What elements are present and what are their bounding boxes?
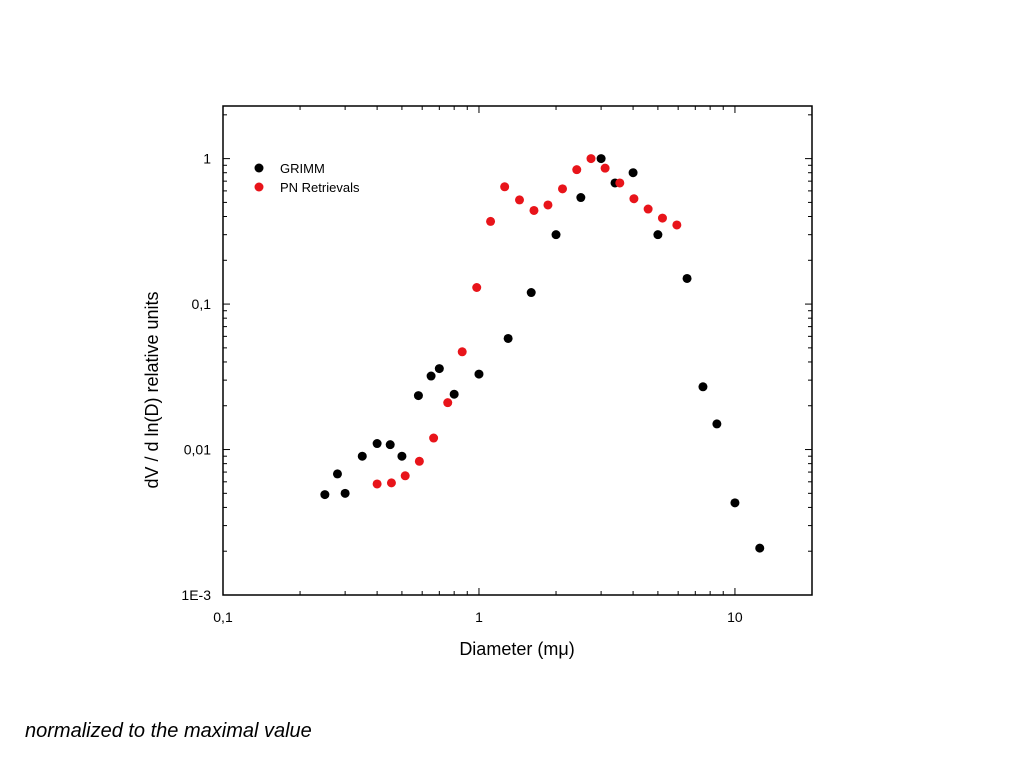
data-point xyxy=(712,419,722,429)
data-point xyxy=(672,220,682,230)
y-tick-label: 0,1 xyxy=(192,296,212,312)
data-point xyxy=(586,154,596,164)
data-point xyxy=(572,165,582,175)
data-point xyxy=(653,230,663,240)
legend-marker xyxy=(254,163,264,173)
y-axis: 1E-3 0,01 0,1 1 xyxy=(181,114,812,603)
data-point xyxy=(385,440,395,450)
data-point xyxy=(643,204,653,214)
data-point xyxy=(515,195,525,205)
y-tick-label: 0,01 xyxy=(184,442,211,458)
data-point xyxy=(449,389,459,399)
series-1 xyxy=(372,154,682,489)
data-point xyxy=(372,439,382,449)
x-tick-label: 10 xyxy=(727,609,743,625)
data-point xyxy=(434,364,444,374)
footnote: normalized to the maximal value xyxy=(25,720,312,742)
legend: GRIMM PN Retrievals xyxy=(254,161,360,195)
data-point xyxy=(457,347,467,357)
legend-marker xyxy=(254,182,264,192)
data-point xyxy=(529,205,539,215)
data-point xyxy=(576,193,586,203)
data-point xyxy=(414,456,424,466)
data-point xyxy=(615,178,625,188)
data-point xyxy=(472,283,482,293)
data-point xyxy=(698,382,708,392)
data-point xyxy=(682,273,692,283)
y-tick-label: 1 xyxy=(203,151,211,167)
data-point xyxy=(730,498,740,508)
data-point xyxy=(357,451,367,461)
data-point xyxy=(500,182,510,192)
data-point xyxy=(474,369,484,379)
data-point xyxy=(551,230,561,240)
data-points xyxy=(320,154,765,553)
data-point xyxy=(386,478,396,488)
data-point xyxy=(486,216,496,226)
plot-frame xyxy=(222,105,813,596)
legend-label: PN Retrievals xyxy=(280,180,360,195)
x-axis-title: Diameter (mμ) xyxy=(459,639,574,659)
data-point xyxy=(503,333,513,343)
data-point xyxy=(657,213,667,223)
x-axis: 0,1 1 10 xyxy=(213,106,813,625)
data-point xyxy=(600,163,610,173)
x-tick-label: 1 xyxy=(475,609,483,625)
data-point xyxy=(332,469,342,479)
data-point xyxy=(596,154,606,164)
data-point xyxy=(526,288,536,298)
data-point xyxy=(413,391,423,401)
data-point xyxy=(558,184,568,194)
data-point xyxy=(629,194,639,204)
data-point xyxy=(543,200,553,210)
legend-label: GRIMM xyxy=(280,161,325,176)
data-point xyxy=(628,168,638,178)
data-point xyxy=(443,398,453,408)
data-point xyxy=(340,488,350,498)
data-point xyxy=(372,479,382,489)
y-axis-title: dV / d ln(D) relative units xyxy=(142,291,162,488)
data-point xyxy=(397,451,407,461)
data-point xyxy=(429,433,439,443)
series-0 xyxy=(320,154,765,553)
data-point xyxy=(400,471,410,481)
y-tick-label: 1E-3 xyxy=(181,587,211,603)
data-point xyxy=(755,543,765,553)
x-tick-label: 0,1 xyxy=(213,609,233,625)
data-point xyxy=(320,490,330,500)
data-point xyxy=(426,371,436,381)
